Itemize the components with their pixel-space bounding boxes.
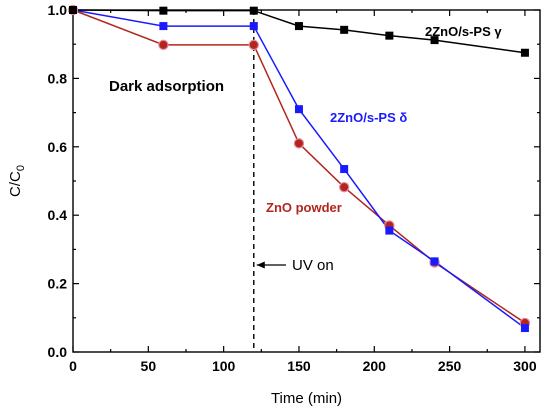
tick-labels: 0 50 100 150 200 250 300 0.0 0.2 0.4 0.6 0.8 1.0	[48, 2, 537, 374]
x-tick-label: 100	[212, 358, 236, 374]
y-axis-title-main: C/C	[7, 171, 24, 197]
data-point-1	[249, 22, 258, 31]
series-label-zno: ZnO powder	[266, 200, 342, 215]
uv-on-arrowhead	[256, 261, 265, 269]
data-point-0	[430, 36, 439, 45]
y-tick-label: 0.4	[48, 207, 68, 223]
x-axis-title: Time (min)	[271, 390, 342, 407]
y-tick-label: 0.2	[48, 276, 68, 292]
series-line-1	[72, 9, 526, 329]
x-tick-label: 250	[438, 358, 462, 374]
data-point-1	[294, 105, 303, 114]
axis-ticks	[72, 9, 540, 353]
data-point-0	[520, 48, 529, 57]
x-tick-label: 150	[287, 358, 311, 374]
x-tick-label: 300	[513, 358, 537, 374]
data-point-1	[385, 226, 394, 235]
data-point-1	[520, 324, 529, 333]
data-point-0	[69, 6, 77, 14]
data-point-2	[248, 39, 259, 51]
y-axis-title: C/C0	[7, 165, 27, 197]
plot-frame	[72, 9, 541, 353]
data-point-0	[385, 31, 394, 40]
y-tick-label: 0.6	[48, 139, 68, 155]
data-point-2	[293, 138, 305, 149]
y-axis-title-text: C/C0	[7, 165, 27, 197]
y-tick-label: 1.0	[48, 2, 68, 18]
data-point-0	[340, 25, 349, 34]
y-tick-label: 0.0	[48, 344, 68, 360]
data-point-2	[158, 39, 169, 51]
y-tick-label: 0.8	[48, 70, 68, 86]
series-line-0	[72, 9, 526, 54]
series-label-delta: 2ZnO/s-PS δ	[330, 110, 407, 125]
series-label-gamma: 2ZnO/s-PS γ	[425, 24, 502, 39]
data-point-1	[159, 22, 168, 31]
data-point-1	[430, 257, 439, 266]
data-point-0	[159, 6, 168, 15]
y-axis-title-subscript: 0	[15, 165, 27, 171]
x-tick-label: 200	[363, 358, 387, 374]
series-line-2	[72, 9, 526, 324]
series-layer	[67, 4, 531, 333]
dark-adsorption-label: Dark adsorption	[109, 78, 224, 95]
data-point-0	[249, 6, 258, 15]
uv-on-label: UV on	[292, 257, 334, 274]
data-point-1	[340, 165, 349, 174]
x-tick-label: 0	[69, 358, 77, 374]
x-tick-label: 50	[141, 358, 157, 374]
data-point-2	[338, 181, 350, 193]
uv-on-annotation: UV on	[256, 257, 334, 274]
data-point-0	[294, 22, 303, 31]
